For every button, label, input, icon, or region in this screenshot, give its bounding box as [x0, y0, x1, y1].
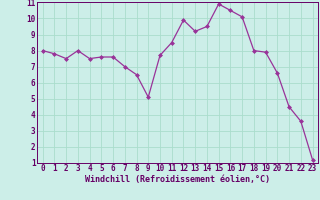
X-axis label: Windchill (Refroidissement éolien,°C): Windchill (Refroidissement éolien,°C) — [85, 175, 270, 184]
